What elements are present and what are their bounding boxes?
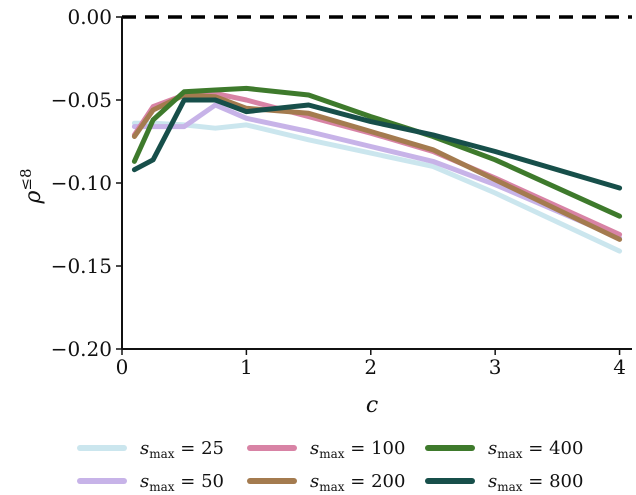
y-axis-title: ρ≤8: [17, 168, 46, 204]
series-line-smax-400: [131, 85, 623, 219]
y-axis-title-sup: ≤8: [17, 168, 35, 190]
x-tick-label: 1: [240, 355, 253, 379]
series-line-smax-100: [131, 90, 623, 237]
ticks-layer: 0 1 2 3 4 0.00 −0.05 −0.10 −0.15 −0.20: [51, 5, 626, 379]
legend-label-smax-50: smax = 50: [140, 471, 224, 494]
x-axis-title: c: [366, 393, 378, 418]
x-tick-label: 3: [489, 355, 502, 379]
legend-label-smax-800: smax = 800: [488, 471, 583, 494]
y-tick-label: −0.20: [51, 337, 112, 361]
series-line-smax-25: [131, 120, 623, 254]
y-tick-label: −0.05: [51, 88, 112, 112]
y-axis-title-base: ρ: [21, 191, 46, 205]
y-tick-label: −0.15: [51, 254, 112, 278]
series-layer: [131, 85, 623, 254]
legend: smax = 25 smax = 50 smax = 100 smax = 200 sm…: [77, 438, 583, 494]
x-tick-label: 0: [116, 355, 129, 379]
axes-layer: [121, 17, 632, 350]
x-tick-label: 2: [364, 355, 377, 379]
legend-label-smax-200: smax = 200: [310, 471, 405, 494]
series-line-smax-800: [131, 97, 623, 191]
legend-label-smax-100: smax = 100: [310, 438, 405, 461]
legend-label-smax-400: smax = 400: [488, 438, 583, 461]
legend-label-smax-25: smax = 25: [140, 438, 224, 461]
x-tick-label: 4: [613, 355, 626, 379]
y-tick-label: 0.00: [67, 5, 112, 29]
y-tick-label: −0.10: [51, 171, 112, 195]
